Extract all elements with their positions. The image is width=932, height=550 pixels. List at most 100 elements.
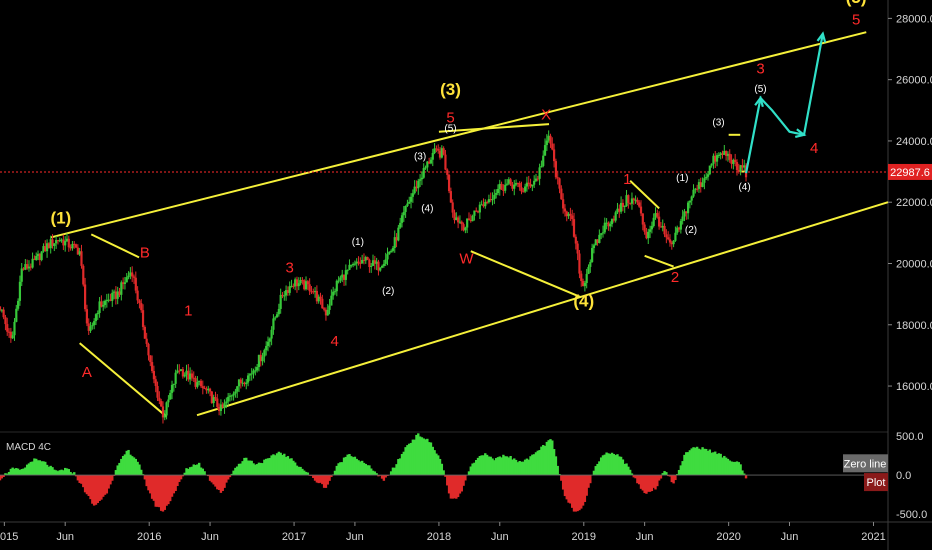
candle-body <box>681 216 684 221</box>
wave-label: X <box>541 106 551 123</box>
macd-bar <box>498 456 501 476</box>
macd-bar <box>319 475 322 483</box>
macd-bar <box>601 455 605 476</box>
macd-bar <box>657 475 661 481</box>
wave-label: W <box>459 250 474 267</box>
macd-bar <box>232 470 235 476</box>
price-tick-label: 16000.0 <box>896 381 932 393</box>
candle-body <box>342 274 346 280</box>
candle-body <box>80 251 83 266</box>
candle-body <box>73 243 76 245</box>
macd-bar <box>572 475 576 512</box>
macd-bar <box>330 475 333 477</box>
candle-body <box>223 403 226 408</box>
macd-bar <box>422 438 425 476</box>
macd-bar <box>268 457 272 476</box>
candle-body <box>551 143 554 150</box>
candle-body <box>174 372 177 384</box>
candle-body <box>587 266 590 274</box>
macd-bar <box>167 475 170 505</box>
candle-body <box>239 379 242 383</box>
candle-body <box>315 290 318 302</box>
candle-body <box>11 335 14 339</box>
candle-body <box>524 186 527 192</box>
wave-label: 2 <box>671 269 679 286</box>
candle-body <box>667 237 670 240</box>
macd-bar <box>259 462 262 476</box>
candle-body <box>409 196 413 202</box>
candle-body <box>60 239 63 241</box>
macd-bar <box>187 468 190 476</box>
macd-bar <box>112 475 116 476</box>
macd-bar <box>706 450 710 476</box>
candle-body <box>433 148 436 153</box>
candle-body <box>131 272 134 277</box>
wave-label: 4 <box>330 333 338 350</box>
candle-body <box>212 397 215 404</box>
candle-body <box>623 206 626 208</box>
macd-bar <box>529 456 532 476</box>
macd-bar <box>38 460 42 476</box>
candle-body <box>743 165 746 168</box>
candle-body <box>96 312 99 315</box>
candle-body <box>147 343 150 356</box>
macd-bar <box>22 468 25 476</box>
candle-body <box>94 314 98 322</box>
macd-bar <box>659 475 663 479</box>
candle-body <box>375 261 378 264</box>
candle-body <box>677 227 681 230</box>
macd-bar <box>681 461 684 476</box>
macd-bar <box>627 466 630 476</box>
candle-body <box>84 284 87 310</box>
macd-bar <box>266 458 270 476</box>
candle-body <box>629 202 632 204</box>
candle-body <box>36 253 40 257</box>
macd-bar <box>397 459 400 476</box>
candle-body <box>254 370 257 372</box>
macd-bar <box>183 472 186 476</box>
macd-bar <box>178 475 181 482</box>
candle-body <box>353 263 357 265</box>
macd-bar <box>672 475 675 484</box>
candle-body <box>616 208 619 213</box>
candle-body <box>165 402 168 416</box>
candle-body <box>15 308 18 322</box>
macd-bar <box>364 463 367 476</box>
trend-line <box>644 254 674 268</box>
macd-bar <box>31 461 34 476</box>
candle-body <box>464 227 467 231</box>
candle-body <box>572 219 576 237</box>
current-price-label: 22987.6 <box>890 167 930 179</box>
macd-bar <box>444 475 447 477</box>
macd-bar <box>623 463 626 476</box>
macd-bar <box>513 458 516 476</box>
macd-bar <box>695 446 699 476</box>
candle-body <box>210 391 213 404</box>
macd-tick-label: 500.0 <box>896 431 924 443</box>
macd-bar <box>435 453 438 476</box>
candle-body <box>489 199 492 201</box>
macd-bar <box>156 475 159 507</box>
candle-body <box>248 374 251 376</box>
macd-bar <box>427 442 431 476</box>
candle-body <box>245 382 248 385</box>
macd-bar <box>353 456 357 476</box>
macd-bar <box>480 455 483 476</box>
candle-body <box>344 270 347 280</box>
macd-bar <box>73 472 76 476</box>
macd-bar <box>16 468 20 476</box>
macd-bar <box>531 454 534 476</box>
candle-body <box>701 182 704 187</box>
macd-bar <box>442 470 445 476</box>
macd-bar <box>389 471 393 476</box>
macd-bar <box>274 455 277 476</box>
macd-bar <box>228 475 232 478</box>
candle-body <box>120 282 123 295</box>
candle-body <box>22 268 25 270</box>
candle-body <box>176 370 179 373</box>
macd-bar <box>446 475 449 486</box>
macd-bar <box>170 475 174 497</box>
macd-bar <box>621 459 625 476</box>
macd-bar <box>375 473 378 476</box>
